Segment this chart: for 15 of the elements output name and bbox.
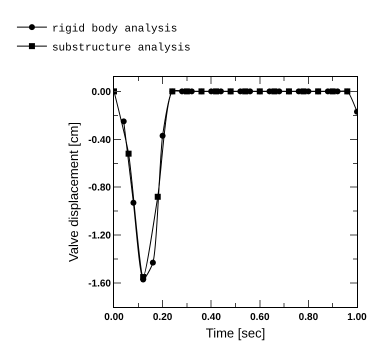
x-tick-label: 0.20: [152, 312, 173, 323]
x-tick-label: 0.00: [104, 312, 124, 323]
x-tick-label: 0.40: [201, 312, 222, 323]
y-tick-label: -0.40: [88, 134, 112, 146]
x-tick-label: 0.60: [250, 312, 270, 323]
y-tick-label: 0.00: [92, 86, 112, 98]
legend-label: substructure analysis: [52, 42, 191, 54]
y-tick-label: -1.60: [88, 278, 112, 290]
x-tick-label: 1.00: [347, 312, 368, 323]
y-axis-title: Valve displacement [cm]: [66, 122, 81, 262]
y-tick-label: -0.80: [88, 182, 112, 194]
y-tick-label: -1.20: [88, 230, 112, 242]
legend-label: rigid body analysis: [52, 23, 178, 36]
x-tick-label: 0.80: [298, 312, 319, 323]
x-axis-title: Time [sec]: [206, 326, 266, 341]
